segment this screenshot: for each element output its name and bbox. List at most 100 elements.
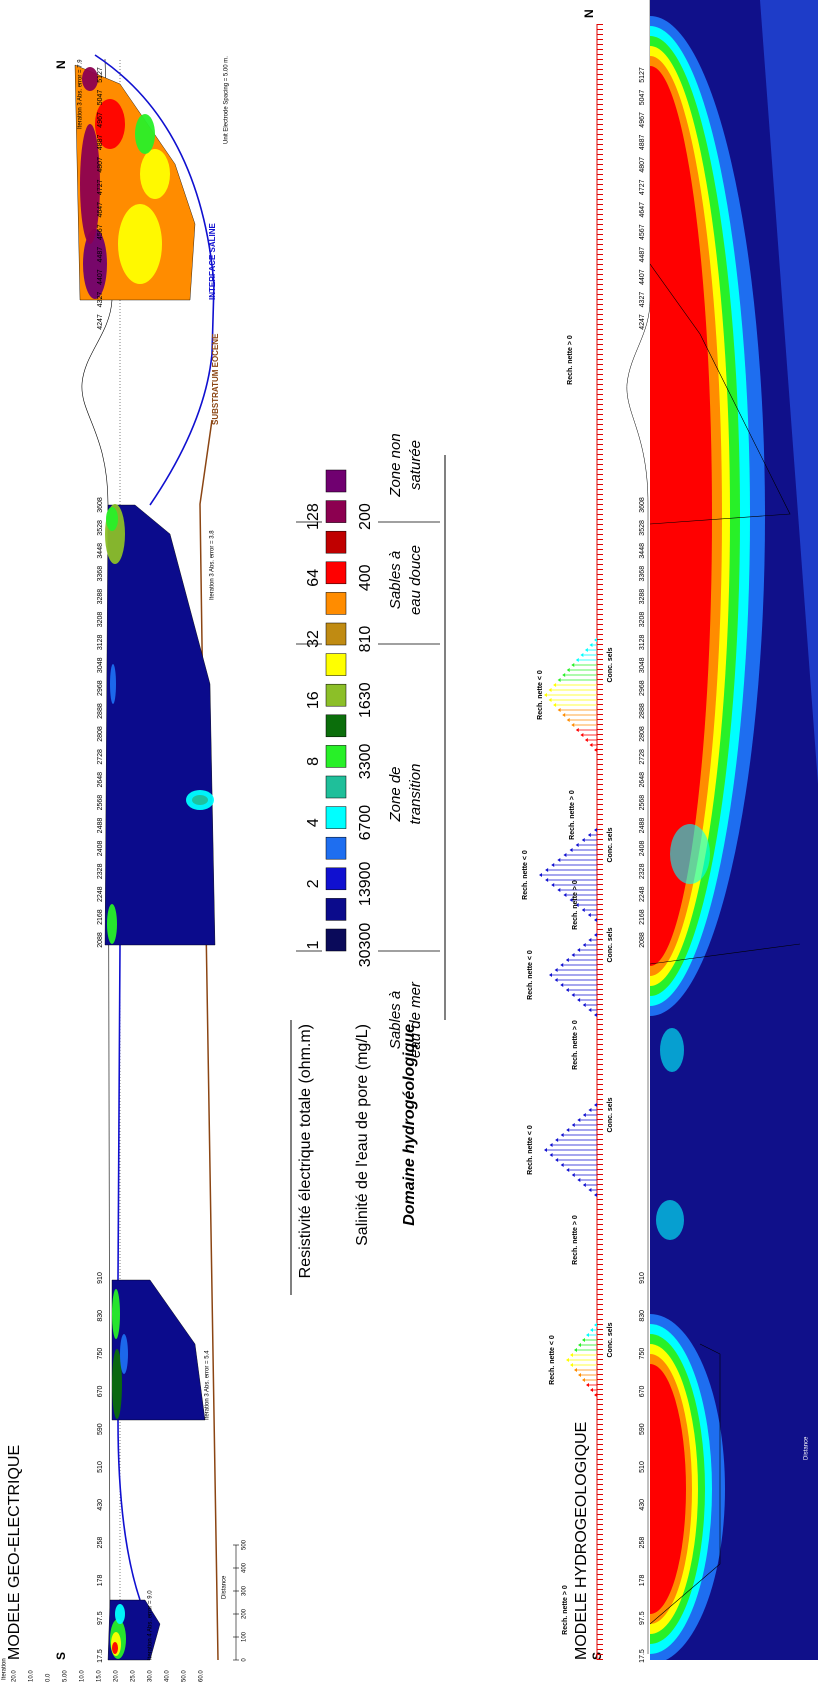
profile-arrow [557,678,561,682]
profile-arrow [553,683,557,687]
profile-arrow [584,738,588,742]
profile-arrow [587,913,591,917]
iteration-note: Iteration 3 Abs. error = 7.9 [78,59,84,129]
profile-arrow [571,723,575,727]
profile-arrow [594,1323,597,1327]
domain-name: Sables à [387,991,404,1049]
profile-arrow [588,938,592,942]
legend-swatch [325,867,347,891]
resistivity-zone [118,204,162,284]
electrode-label: 2328 [97,863,104,879]
resistivity-zone [120,1334,128,1374]
electrode-label: 2088 [97,932,104,948]
electrode-label: 258 [639,1537,646,1549]
electrode-label: 2808 [639,726,646,742]
profile-arrow [594,1103,597,1107]
profile-arrow [544,693,547,697]
electrode-label: 5127 [97,67,104,83]
hydro-annotation: Rech. nette > 0 [567,335,574,385]
hydro-annotation: Conc. sels [607,1097,614,1132]
model-boundary [650,263,801,1625]
profile-arrow [570,1353,573,1357]
profile-arrow [588,1008,592,1012]
electrode-label: 4327 [97,292,104,308]
domain-name: saturée [407,440,424,490]
distance-label: Distance [222,1575,228,1599]
electrode-label: 2168 [639,909,646,925]
profile-arrow [588,1188,592,1192]
legend-swatch [325,592,347,615]
interface-label: INTERFACE SALINE [208,222,217,300]
resistivity-value: 32 [305,630,322,648]
legend-swatch [325,683,347,707]
profile-arrow [594,828,597,832]
profile-arrow [549,1143,553,1147]
electrode-label: 2968 [97,680,104,696]
electrode-label: 830 [97,1310,104,1322]
profile-arrow [566,718,570,722]
salinity-value: 400 [357,564,374,591]
profile-arrow [562,673,566,677]
salinity-value: 200 [357,503,374,530]
profile-arrow [557,858,561,862]
depth-tick: 50.0 [182,1670,188,1682]
domain-name: eau de mer [407,981,424,1058]
electrode-label: 2648 [97,772,104,788]
profile-arrow [577,1178,581,1182]
profile-arrow [545,868,549,872]
profile-arrow [544,1148,547,1152]
profile-arrow [557,708,561,712]
resistivity-zone [192,795,208,805]
resistivity-zone [115,1604,125,1624]
resistivity-zone [107,904,117,944]
profile-arrow [589,643,593,647]
electrode-label: 4327 [639,292,646,308]
electrode-label: 3448 [97,543,104,559]
profile-arrow [555,1138,559,1142]
profile-arrow [566,1128,570,1132]
profile-arrow [560,1133,564,1137]
hydro-annotation: Conc. sels [607,647,614,682]
electrode-label: 750 [639,1348,646,1360]
profile-arrow [560,1163,564,1167]
north-label: N [582,9,596,18]
profile-arrow [582,1113,586,1117]
legend-swatch [325,928,347,952]
electrode-label: 3208 [639,612,646,628]
substratum-label: SUBSTRATUM EOCENE [211,333,220,425]
resistivity-zone [135,114,155,154]
scale-label: 200 [242,1608,248,1619]
hydro-annotation: Rech. nette > 0 [562,1585,569,1635]
salinity-value: 1630 [357,682,374,718]
electrode-label: 17.5 [97,1649,104,1663]
electrode-label: 4887 [97,134,104,150]
domain-name: Zone non [387,433,404,497]
electrode-label: 178 [97,1574,104,1586]
resistivity-section [107,1599,161,1661]
salinity-value: 13900 [357,861,374,906]
electrode-label: 2888 [97,703,104,719]
resistivity-zone [112,1289,120,1339]
salinity-plume [650,66,712,966]
electrode-label: 2728 [97,749,104,765]
profile-arrow [582,1183,586,1187]
hydro-annotation: Rech. nette > 0 [572,1215,579,1265]
legend-swatch [325,714,347,738]
electrode-label: 97.5 [639,1611,646,1625]
hydro-annotation: Rech. nette > 0 [569,790,576,840]
electrode-label: 178 [639,1574,646,1586]
profile-arrow [594,748,597,752]
profile-arrow [582,943,586,947]
electrode-label: 3528 [97,520,104,536]
legend-swatch [325,836,347,860]
profile-arrow [562,713,566,717]
depth-title: Iteration [2,1658,8,1680]
distance-label: Distance [804,1436,810,1460]
electrode-label: 2328 [639,863,646,879]
profile-arrow [590,1328,593,1332]
profile-arrow [565,958,569,962]
north-label: N [54,60,68,69]
profile-arrow [577,948,581,952]
profile-arrow [575,903,579,907]
